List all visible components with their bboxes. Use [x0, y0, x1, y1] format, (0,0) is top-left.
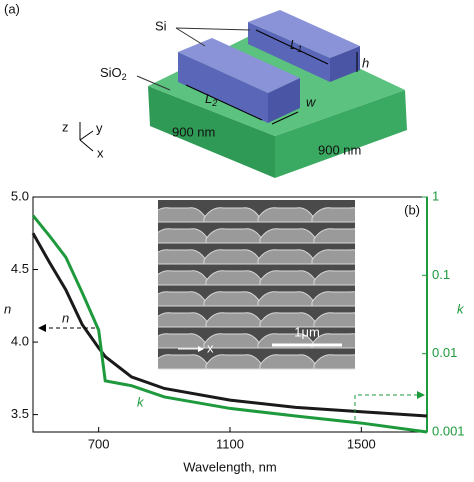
l2-sub: 2	[211, 98, 217, 108]
x-tick-label: 1500	[347, 436, 376, 451]
sem-ridge	[257, 291, 315, 307]
device-diagram: (a) Si SiO2 L1 L2 h w 900 nm 900 nm z y …	[4, 1, 407, 178]
l2-base: L	[205, 91, 212, 106]
sem-mask	[140, 195, 158, 375]
sem-ridge	[203, 291, 261, 307]
x-axis-label: Wavelength, nm	[183, 459, 276, 474]
axis-z: z	[62, 119, 69, 134]
sio2-sub: 2	[122, 72, 127, 82]
bar1-top	[248, 10, 360, 58]
sem-ridge	[205, 312, 263, 328]
k-arrow	[354, 394, 418, 420]
w-label: w	[306, 94, 317, 109]
leader	[136, 75, 171, 91]
sem-ridge	[203, 207, 261, 223]
leader	[175, 27, 206, 47]
sem-ridge	[151, 270, 209, 286]
l1-sub: 1	[297, 44, 302, 54]
sem-ridge	[149, 333, 207, 349]
y2-tick-label: 0.001	[432, 423, 465, 438]
y-axis-label: n	[4, 301, 11, 316]
y2-axis-label: k	[457, 301, 465, 316]
h-label: h	[362, 55, 369, 70]
sem-ridge	[205, 228, 263, 244]
leader	[175, 27, 251, 31]
l1-base: L	[290, 37, 297, 52]
y-tick-label: 3.5	[11, 406, 29, 421]
width-label: 900 nm	[172, 124, 215, 139]
axis-arrow	[79, 139, 94, 152]
axis-x: x	[97, 145, 104, 160]
n-annotation: n	[62, 310, 69, 325]
y-tick-label: 4.5	[11, 261, 29, 276]
sem-ridge	[257, 249, 315, 265]
panel-label: (a)	[4, 1, 20, 16]
sem-ridge	[149, 207, 207, 223]
sem-ridge	[205, 270, 263, 286]
x-tick-label: 1100	[216, 436, 244, 451]
inset-axis-label: x	[207, 340, 214, 355]
sem-ridge	[151, 312, 209, 328]
sem-ridge	[259, 270, 317, 286]
y2-tick-label: 1	[432, 188, 439, 203]
dim-line	[185, 84, 263, 121]
sem-ridge	[151, 228, 209, 244]
sem-ridge	[259, 354, 317, 370]
l2-label: L2	[205, 91, 217, 108]
slab-front	[148, 86, 275, 178]
axis-arrow	[79, 130, 94, 141]
line-series	[31, 232, 428, 418]
dim-line	[271, 111, 299, 125]
width-label: 900 nm	[318, 142, 361, 157]
sem-mask	[355, 195, 375, 375]
sem-ridge	[149, 249, 207, 265]
axis-y: y	[96, 120, 103, 135]
dim-line	[255, 29, 329, 65]
k-arrowhead	[417, 391, 425, 399]
slab-side	[275, 90, 407, 178]
y2-tick-label: 0.1	[432, 267, 450, 282]
chart: 1μm x 700 1100 1500 5.0 4.5 4.0 3.5 1 0.1 0.01 0.001…	[4, 188, 465, 474]
sem-ridge	[257, 207, 315, 223]
sio2-label: SiO2	[100, 65, 127, 82]
bar2-top	[178, 38, 300, 93]
l1-label: L1	[290, 37, 302, 54]
si-label: Si	[155, 18, 167, 33]
inset-arrowhead	[198, 346, 204, 352]
y-tick-label: 4.0	[11, 333, 29, 348]
sio2-base: SiO	[100, 65, 122, 80]
y-tick-label: 5.0	[11, 188, 29, 203]
sem-ridge	[259, 228, 317, 244]
x-tick-label: 700	[88, 436, 110, 451]
scale-label: 1μm	[294, 324, 320, 339]
y2-tick-label: 0.01	[432, 345, 457, 360]
bar1-front	[248, 22, 330, 82]
sem-ridge	[151, 354, 209, 370]
sem-ridge	[149, 291, 207, 307]
sem-ridge	[203, 249, 261, 265]
sem-ridge	[205, 354, 263, 370]
n-arrowhead	[38, 324, 46, 332]
bar2-front	[178, 52, 268, 123]
k-annotation: k	[137, 394, 145, 409]
panel-label: (b)	[404, 202, 420, 217]
line-series	[31, 214, 428, 434]
